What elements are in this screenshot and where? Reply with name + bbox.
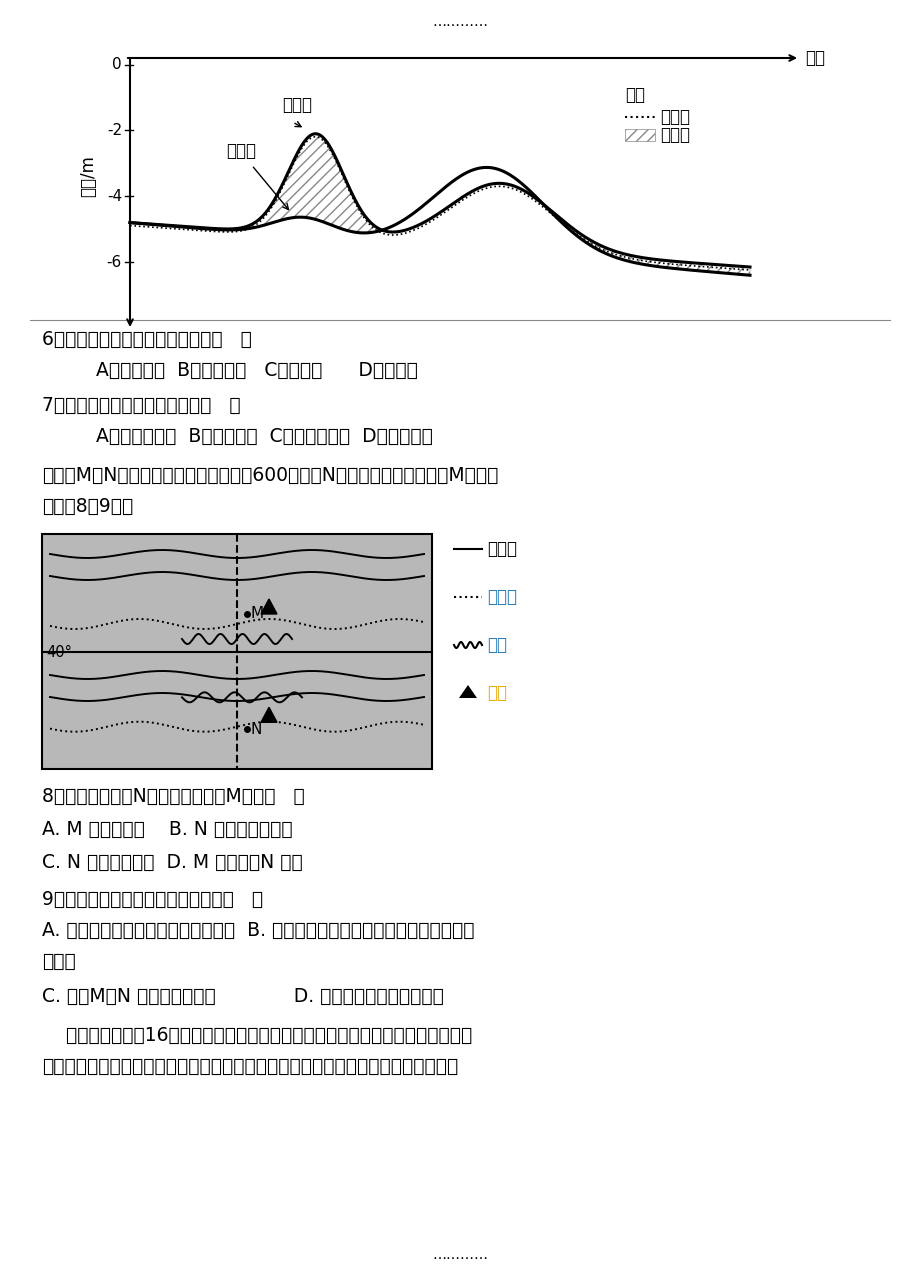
Text: 细泥沙: 细泥沙 — [659, 126, 689, 144]
Text: A．径流量大  B．来沙量少   C．盐度高      D．水位低: A．径流量大 B．来沙量少 C．盐度高 D．水位低 — [72, 361, 417, 380]
Text: 甲时期: 甲时期 — [226, 141, 256, 161]
Text: A. M 地温和多雨    B. N 地受西北风影响: A. M 地温和多雨 B. N 地受西北风影响 — [42, 820, 292, 840]
Text: 三角贸易兴起于16世纪，因其主要商路连接成三角形，故称「三角贸易」（如下: 三角贸易兴起于16世纪，因其主要商路连接成三角形，故称「三角贸易」（如下 — [42, 1026, 471, 1045]
Text: 水深/m: 水深/m — [79, 155, 96, 197]
Text: -6: -6 — [107, 255, 122, 270]
Text: C. 图中M、N 附近自然带相同             D. 图中河流径流季节变化小: C. 图中M、N 附近自然带相同 D. 图中河流径流季节变化小 — [42, 987, 443, 1006]
Text: 山峰: 山峰 — [486, 684, 506, 702]
Text: 乙时期: 乙时期 — [282, 96, 312, 113]
Bar — [42, 534, 432, 769]
Text: A．向外海推移  B．高度降低  C．外坡受侵蚀  D．体积不变: A．向外海推移 B．高度降低 C．外坡受侵蚀 D．体积不变 — [72, 427, 433, 446]
Text: 外海: 外海 — [804, 48, 824, 68]
Polygon shape — [261, 707, 277, 722]
Text: 40°: 40° — [46, 645, 72, 660]
Text: 7．由甲时期到乙时期，拦门沙（   ）: 7．由甲时期到乙时期，拦门沙（ ） — [42, 396, 241, 415]
Text: 0: 0 — [112, 57, 122, 73]
Polygon shape — [261, 599, 277, 614]
Text: -2: -2 — [107, 122, 122, 138]
Text: N: N — [251, 721, 262, 736]
Bar — [624, 129, 654, 141]
Text: C. N 地受副高控制  D. M 地白昼比N 地长: C. N 地受副高控制 D. M 地白昼比N 地长 — [42, 854, 302, 871]
Text: A. 图中山脉的形成与太平洋板块有关  B. 图中陆地上等温线发生弯曲，主要是受地: A. 图中山脉的形成与太平洋板块有关 B. 图中陆地上等温线发生弯曲，主要是受地 — [42, 921, 474, 940]
Text: 图所示）。满载着货物的商船，从利物浦等欧洲港口「出程」；到达非洲后，用所载: 图所示）。满载着货物的商船，从利物浦等欧洲港口「出程」；到达非洲后，用所载 — [42, 1057, 458, 1077]
Text: 图完戀8～9题。: 图完戀8～9题。 — [42, 497, 133, 516]
Text: 图例: 图例 — [624, 87, 644, 104]
Text: …………: ………… — [432, 1249, 487, 1263]
Text: M: M — [251, 606, 264, 622]
Text: …………: ………… — [432, 15, 487, 29]
Text: 河流: 河流 — [486, 636, 506, 654]
Text: 等温线: 等温线 — [486, 540, 516, 558]
Polygon shape — [459, 685, 476, 698]
Text: 粗泥沙: 粗泥沙 — [659, 108, 689, 126]
Text: 8．一年当中，当N地降水明显多于M地时（   ）: 8．一年当中，当N地降水明显多于M地时（ ） — [42, 787, 304, 806]
Text: -4: -4 — [107, 189, 122, 204]
Text: 9．关于图示区域的说法，正确的是（   ）: 9．关于图示区域的说法，正确的是（ ） — [42, 891, 263, 910]
Text: 海岸线: 海岸线 — [486, 589, 516, 606]
Text: 下图中M、N两地位于同一经线上，相距600千米，N地年太阳辐射总量少于M地。读: 下图中M、N两地位于同一经线上，相距600千米，N地年太阳辐射总量少于M地。读 — [42, 466, 498, 485]
Text: 6．与乙时期相比，甲时期河口区（   ）: 6．与乙时期相比，甲时期河口区（ ） — [42, 330, 252, 349]
Text: 形影响: 形影响 — [42, 952, 75, 971]
